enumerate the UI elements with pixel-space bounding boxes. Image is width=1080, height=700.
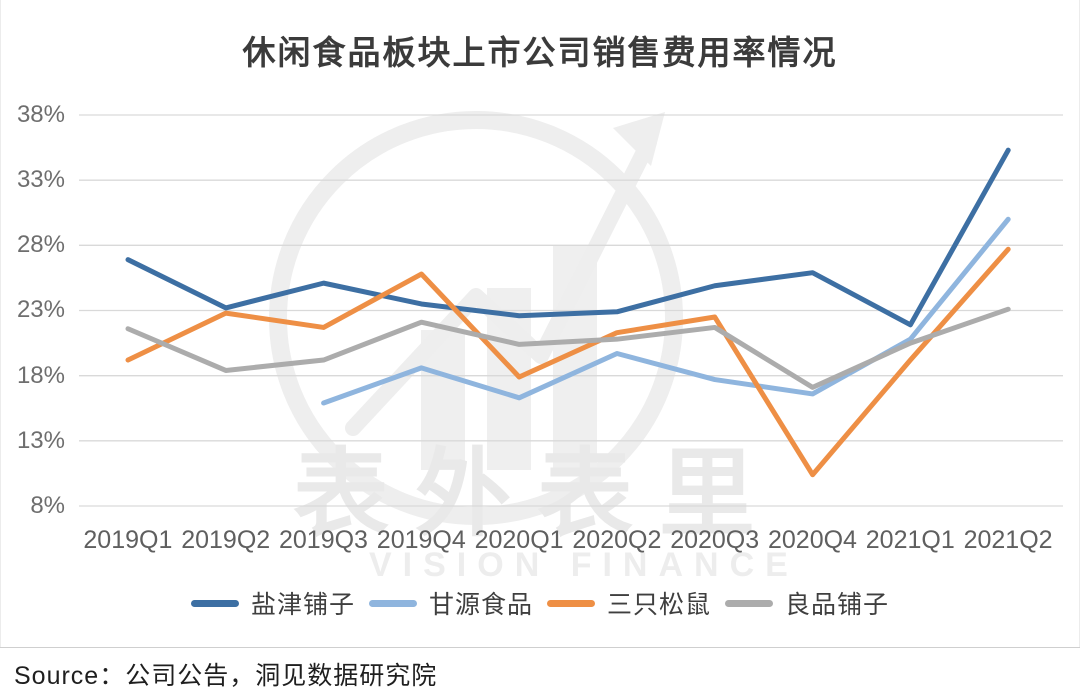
legend-label: 盐津铺子 bbox=[250, 591, 355, 619]
legend-item-liangpinpuzi: 良品铺子 bbox=[725, 585, 889, 621]
x-tick-label: 2020Q1 bbox=[474, 526, 564, 554]
x-tick-label: 2020Q3 bbox=[670, 526, 760, 554]
x-tick-label: 2019Q1 bbox=[83, 526, 173, 554]
source-row: Source：公司公告，洞见数据研究院 bbox=[0, 647, 1080, 700]
legend-label: 甘源食品 bbox=[428, 591, 533, 619]
x-tick-label: 2020Q4 bbox=[767, 526, 857, 554]
legend-swatch-icon bbox=[190, 599, 239, 607]
chart-card: 休闲食品板块上市公司销售费用率情况 表外表里 VISION FINANCE 38… bbox=[0, 0, 1080, 647]
legend-item-ganyuanshipin: 甘源食品 bbox=[368, 585, 533, 621]
x-axis-labels: 2019Q1 2019Q2 2019Q3 2019Q4 2020Q1 2020Q… bbox=[79, 526, 1057, 555]
watermark-logo-icon bbox=[269, 111, 683, 525]
watermark-text-cn: 表外表里 bbox=[293, 441, 781, 548]
y-tick-label: 38% bbox=[16, 101, 65, 128]
y-tick-label: 13% bbox=[16, 427, 65, 454]
legend-label: 良品铺子 bbox=[785, 591, 890, 619]
y-tick-label: 18% bbox=[16, 362, 65, 389]
x-tick-label: 2019Q4 bbox=[376, 526, 466, 554]
x-tick-label: 2021Q1 bbox=[865, 526, 955, 554]
y-tick-label: 33% bbox=[16, 166, 65, 193]
legend-swatch-icon bbox=[368, 599, 417, 607]
x-tick-label: 2019Q3 bbox=[279, 526, 368, 554]
x-tick-label: 2020Q2 bbox=[572, 526, 662, 554]
source-text: Source：公司公告，洞见数据研究院 bbox=[14, 662, 438, 690]
watermark-text-en: VISION FINANCE bbox=[369, 546, 799, 584]
chart-legend: 盐津铺子 甘源食品 三只松鼠 良品铺子 bbox=[1, 585, 1079, 621]
x-tick-label: 2021Q2 bbox=[963, 526, 1053, 554]
chart-title: 休闲食品板块上市公司销售费用率情况 bbox=[242, 34, 838, 71]
legend-label: 三只松鼠 bbox=[607, 591, 712, 619]
line-chart-plot bbox=[79, 114, 1063, 507]
legend-swatch-icon bbox=[547, 599, 595, 607]
legend-item-yanjinpuzi: 盐津铺子 bbox=[190, 585, 355, 621]
y-tick-label: 23% bbox=[16, 296, 65, 323]
y-tick-label: 28% bbox=[16, 231, 65, 258]
y-tick-label: 8% bbox=[30, 492, 65, 519]
x-tick-label: 2019Q2 bbox=[181, 526, 271, 554]
legend-item-sanzhisongshu: 三只松鼠 bbox=[547, 585, 711, 621]
legend-swatch-icon bbox=[725, 599, 774, 607]
